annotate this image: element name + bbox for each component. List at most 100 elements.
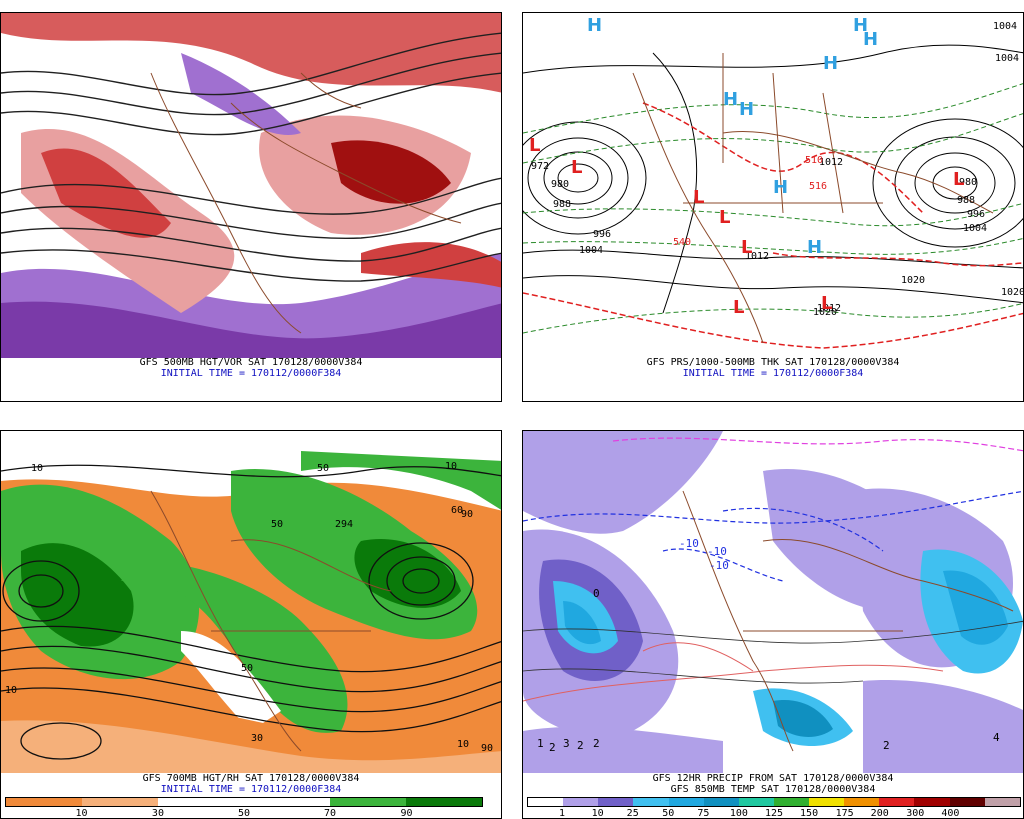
- legend-swatch: [528, 798, 564, 806]
- precipitation-legend-ticks: 1 10 25 50 75 100 125 150 175 200 300 40…: [527, 808, 1021, 819]
- isobar-label: 1020: [1001, 287, 1024, 298]
- contour-label: -10: [709, 559, 729, 572]
- legend-swatch: [738, 798, 774, 806]
- contour-label: 2: [577, 739, 584, 752]
- legend-tick: 90: [400, 808, 413, 819]
- rh-label: 10: [5, 685, 17, 696]
- vorticity-map: [1, 13, 501, 358]
- thickness-label: 516: [809, 181, 827, 192]
- high-pressure-icon: H: [853, 15, 868, 36]
- humidity-map: 10 10 50 294 50 60 10 30 50 90 90 10: [1, 431, 501, 773]
- isobar-label: 972: [531, 161, 549, 172]
- isobar-label: 1004: [993, 21, 1017, 32]
- isobar-label: 1020: [813, 307, 837, 318]
- isobar-label: 996: [593, 229, 611, 240]
- legend-tick: 50: [662, 808, 675, 819]
- legend-tick: 75: [697, 808, 710, 819]
- low-pressure-icon: L: [693, 187, 704, 208]
- low-pressure-icon: L: [821, 293, 832, 314]
- contour-label: 0: [593, 587, 600, 600]
- legend-swatch: [668, 798, 704, 806]
- low-pressure-icon: L: [733, 297, 744, 318]
- legend-tick: 70: [324, 808, 337, 819]
- pressure-caption-init: INITIAL TIME = 170112/0000F384: [682, 368, 864, 379]
- low-pressure-icon: L: [719, 207, 730, 228]
- isobar-label: 1004: [995, 53, 1019, 64]
- rh-label: 294: [335, 519, 353, 530]
- isobar-label: 1012: [819, 157, 843, 168]
- humidity-color-legend: [5, 797, 483, 807]
- legend-swatch: [844, 798, 880, 806]
- pressure-map: 972 980 988 996 1004 1012 1020 980 988 9…: [523, 13, 1024, 358]
- pressure-panel: 972 980 988 996 1004 1012 1020 980 988 9…: [522, 12, 1024, 402]
- pressure-caption-title: GFS PRS/1000-500MB THK SAT 170128/0000V3…: [646, 357, 900, 368]
- legend-tick: 1: [559, 808, 566, 819]
- legend-swatch: [809, 798, 845, 806]
- legend-tick: 100: [729, 808, 748, 819]
- humidity-legend-ticks: 10 30 50 70 90: [5, 808, 483, 819]
- legend-tick: 400: [941, 808, 960, 819]
- legend-swatch: [914, 798, 950, 806]
- legend-tick: 25: [626, 808, 639, 819]
- humidity-caption-init: INITIAL TIME = 170112/0000F384: [160, 784, 342, 795]
- vorticity-panel: GFS 500MB HGT/VOR SAT 170128/0000V384 IN…: [0, 12, 502, 402]
- rh-label: 10: [31, 463, 43, 474]
- thickness-label: 510: [805, 155, 823, 166]
- high-pressure-icon: H: [807, 237, 822, 258]
- isobar-label: 1020: [901, 275, 925, 286]
- legend-swatch: [563, 798, 599, 806]
- low-pressure-icon: L: [529, 135, 540, 156]
- rh-label: 50: [271, 519, 283, 530]
- isobar-label: 980: [959, 177, 977, 188]
- isobar-label: 988: [957, 195, 975, 206]
- isobar-label: 1012: [817, 303, 841, 314]
- contour-label: 2: [549, 741, 556, 754]
- legend-tick: 10: [591, 808, 604, 819]
- contour-label: -10: [679, 537, 699, 550]
- legend-tick: 175: [835, 808, 854, 819]
- low-pressure-icon: L: [953, 169, 964, 190]
- legend-swatch: [158, 798, 330, 806]
- isobar-label: 996: [967, 209, 985, 220]
- high-pressure-icon: H: [823, 53, 838, 74]
- legend-tick: 300: [906, 808, 925, 819]
- high-pressure-icon: H: [739, 99, 754, 120]
- contour-label: 3: [563, 737, 570, 750]
- contour-label: 4: [993, 731, 1000, 744]
- rh-label: 10: [457, 739, 469, 750]
- rh-label: 90: [481, 743, 493, 754]
- thickness-label: 540: [673, 237, 691, 248]
- vorticity-caption-init: INITIAL TIME = 170112/0000F384: [160, 368, 342, 379]
- legend-swatch: [949, 798, 985, 806]
- isobar-label: 988: [553, 199, 571, 210]
- rh-label: 60: [451, 505, 463, 516]
- vorticity-caption-title: GFS 500MB HGT/VOR SAT 170128/0000V384: [139, 357, 363, 368]
- legend-swatch: [598, 798, 634, 806]
- legend-tick: 30: [151, 808, 164, 819]
- high-pressure-icon: H: [723, 89, 738, 110]
- contour-label: -10: [707, 545, 727, 558]
- legend-swatch: [773, 798, 809, 806]
- high-pressure-icon: H: [863, 29, 878, 50]
- low-pressure-icon: L: [741, 237, 752, 258]
- legend-swatch: [879, 798, 915, 806]
- legend-swatch: [405, 798, 482, 806]
- legend-swatch: [984, 798, 1020, 806]
- legend-tick: 150: [800, 808, 819, 819]
- legend-tick: 125: [764, 808, 784, 819]
- isobar-label: 1012: [745, 251, 769, 262]
- high-pressure-icon: H: [587, 15, 602, 36]
- humidity-caption-title: GFS 700MB HGT/RH SAT 170128/0000V384: [142, 773, 360, 784]
- precipitation-panel: 1 2 3 2 2 -10 -10 -10 0 2 4 GFS 12HR PRE…: [522, 430, 1024, 819]
- precipitation-caption-temp: GFS 850MB TEMP SAT 170128/0000V384: [670, 784, 876, 795]
- legend-tick: 50: [237, 808, 251, 819]
- legend-swatch: [633, 798, 669, 806]
- legend-tick: 10: [75, 808, 88, 819]
- rh-label: 90: [461, 509, 473, 520]
- low-pressure-icon: L: [571, 157, 582, 178]
- isobar-label: 980: [551, 179, 569, 190]
- contour-label: 1: [537, 737, 544, 750]
- legend-swatch: [329, 798, 406, 806]
- contour-label: 2: [593, 737, 600, 750]
- precipitation-caption-title: GFS 12HR PRECIP FROM SAT 170128/0000V384: [652, 773, 894, 784]
